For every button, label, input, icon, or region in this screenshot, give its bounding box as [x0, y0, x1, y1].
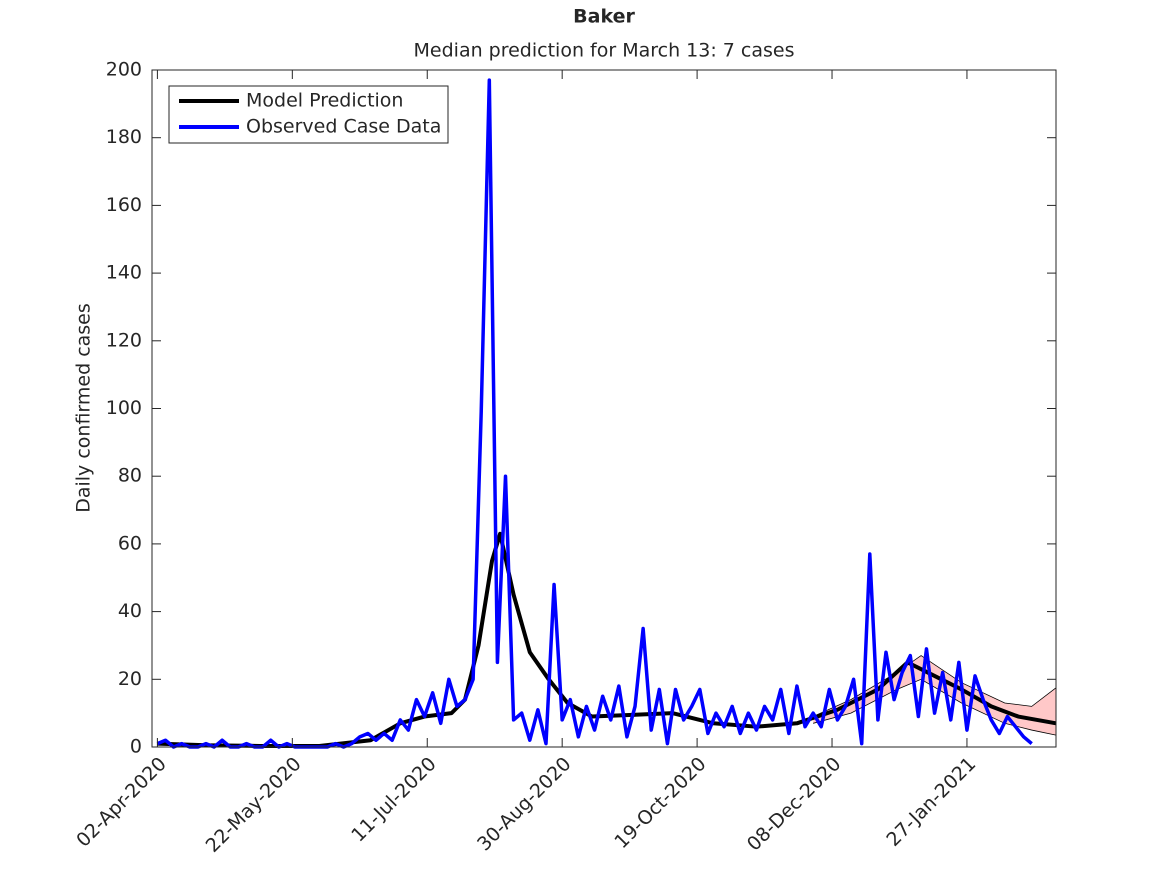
legend-label: Observed Case Data: [246, 116, 441, 138]
x-tick-label: 02-Apr-2020: [72, 753, 171, 852]
legend-box: [168, 85, 449, 144]
y-tick-label: 60: [118, 532, 142, 554]
y-tick-label: 120: [106, 329, 142, 351]
chart-subtitle: Median prediction for March 13: 7 cases: [414, 40, 795, 62]
x-tick-label: 11-Jul-2020: [347, 753, 441, 847]
y-tick-label: 160: [106, 194, 142, 216]
x-tick-label: 08-Dec-2020: [743, 753, 846, 856]
y-tick-label: 20: [118, 668, 142, 690]
plot-background: [152, 70, 1056, 747]
y-tick-label: 200: [106, 59, 142, 81]
x-tick-label: 22-May-2020: [202, 753, 306, 857]
y-tick-label: 140: [106, 262, 142, 284]
chart-title: Baker: [573, 6, 635, 28]
x-tick-label: 19-Oct-2020: [610, 753, 710, 853]
y-tick-label: 0: [130, 736, 142, 758]
x-tick-label: 30-Aug-2020: [473, 753, 575, 855]
x-tick-label: 27-Jan-2021: [882, 753, 980, 851]
band-upper-edge: [812, 655, 1057, 717]
legend-label: Model Prediction: [246, 90, 403, 112]
uncertainty-band: [813, 655, 1056, 736]
y-axis-label: Daily confirmed cases: [73, 303, 95, 513]
y-tick-label: 180: [106, 126, 142, 148]
y-tick-label: 80: [118, 465, 142, 487]
y-tick-label: 40: [118, 600, 142, 622]
y-tick-label: 100: [106, 397, 142, 419]
